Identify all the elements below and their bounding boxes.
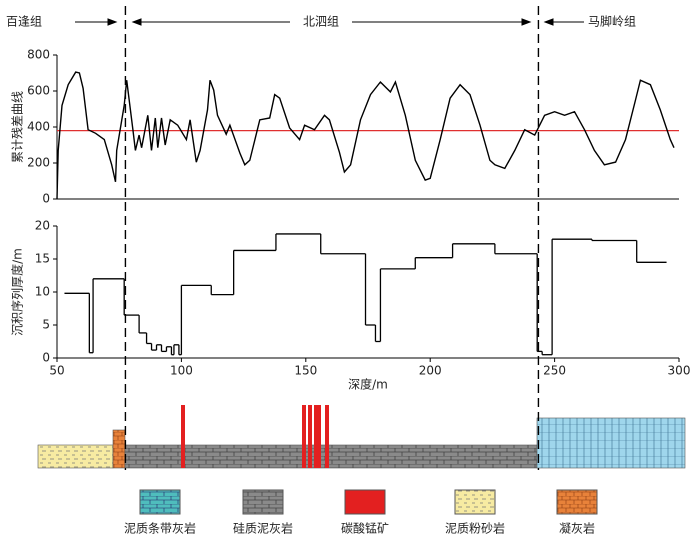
y-axis-label: 累计残差曲线 [11,91,25,163]
legend-label: 凝灰岩 [559,521,595,536]
y-axis-label: 沉积序列厚度/m [10,248,25,336]
lithology-legend: 泥质条带灰岩 硅质泥灰岩 碳酸锰矿 泥质粉砂岩 凝灰岩 [124,489,598,536]
x-tick-label: 150 [294,364,317,378]
arrow [131,18,290,26]
legend-swatch [556,489,598,515]
formation-name: 百逢组 [6,15,42,29]
legend-label: 泥质粉砂岩 [445,521,505,536]
legend-swatch [454,489,496,515]
x-tick-label: 300 [668,364,691,378]
arrow [352,18,532,26]
formation-name: 北泗组 [303,15,339,29]
x-tick-label: 50 [49,364,64,378]
arrow [75,18,118,26]
mn-ore [181,405,185,468]
x-axis-label: 深度/m [348,377,388,392]
siltstone [37,444,114,469]
legend-label: 泥质条带灰岩 [124,521,196,536]
y-tick-label: 600 [27,84,50,98]
formation-name: 马脚岭组 [588,14,636,29]
mn-ore [314,405,321,468]
legend-label: 碳酸锰矿 [341,521,389,536]
x-tick-label: 100 [170,364,193,378]
mn-ore [308,405,312,468]
y-tick-label: 5 [42,318,50,332]
legend-swatch [139,489,181,515]
tuff [112,429,126,469]
limestone [536,417,686,469]
header: 百逢组 北泗组 马脚岭组 [6,14,636,29]
legend-swatch [242,489,284,515]
legend-swatch [344,489,386,515]
arrow [543,18,584,26]
y-tick-label: 10 [35,285,50,299]
y-tick-label: 400 [27,120,50,134]
y-tick-label: 800 [27,48,50,62]
y-tick-label: 0 [42,192,50,206]
legend-label: 硅质泥灰岩 [233,521,293,536]
x-tick-label: 200 [419,364,442,378]
y-tick-label: 0 [42,351,50,365]
y-tick-label: 20 [35,219,50,233]
y-tick-label: 15 [35,252,50,266]
curve [56,71,675,200]
mn-ore [302,405,306,468]
siliceous-marl [124,444,538,469]
y-tick-label: 200 [27,156,50,170]
lithology-column [37,405,686,469]
x-tick-label: 250 [543,364,566,378]
mn-ore [325,405,329,468]
